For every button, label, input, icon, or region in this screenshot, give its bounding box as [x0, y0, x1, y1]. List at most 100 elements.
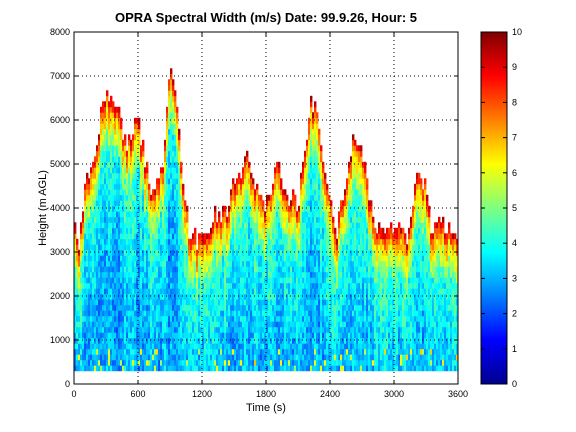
- heatmap-cell: [142, 293, 145, 300]
- heatmap-cell: [260, 288, 263, 295]
- heatmap-cell: [220, 271, 223, 278]
- heatmap-cell: [126, 194, 129, 201]
- heatmap-cell: [78, 266, 81, 273]
- heatmap-cell: [114, 293, 117, 300]
- heatmap-cell: [314, 139, 317, 146]
- heatmap-cell: [238, 238, 241, 245]
- heatmap-cell: [292, 189, 295, 196]
- heatmap-cell: [258, 277, 261, 284]
- heatmap-cell: [160, 304, 163, 311]
- heatmap-cell: [308, 359, 311, 366]
- heatmap-cell: [348, 288, 351, 295]
- heatmap-cell: [174, 359, 177, 366]
- heatmap-cell: [108, 112, 111, 119]
- heatmap-cell: [288, 343, 291, 350]
- heatmap-cell: [168, 233, 171, 240]
- heatmap-cell: [348, 343, 351, 350]
- heatmap-cell: [176, 172, 179, 179]
- heatmap-cell: [240, 233, 243, 240]
- heatmap-cell: [76, 337, 79, 344]
- heatmap-cell: [238, 205, 241, 212]
- heatmap-cell: [94, 183, 97, 190]
- heatmap-cell: [214, 365, 217, 372]
- heatmap-cell: [330, 354, 333, 361]
- heatmap-cell: [188, 238, 191, 245]
- heatmap-cell: [294, 277, 297, 284]
- heatmap-cell: [282, 222, 285, 229]
- heatmap-cell: [280, 277, 283, 284]
- heatmap-cell: [288, 365, 291, 372]
- heatmap-cell: [140, 178, 143, 185]
- heatmap-cell: [342, 288, 345, 295]
- heatmap-cell: [314, 266, 317, 273]
- heatmap-cell: [118, 238, 121, 245]
- heatmap-cell: [156, 288, 159, 295]
- heatmap-cell: [286, 244, 289, 251]
- heatmap-cell: [116, 249, 119, 256]
- heatmap-cell: [158, 315, 161, 322]
- heatmap-cell: [120, 145, 123, 152]
- heatmap-cell: [90, 332, 93, 339]
- heatmap-cell: [196, 332, 199, 339]
- heatmap-cell: [154, 315, 157, 322]
- heatmap-cell: [280, 299, 283, 306]
- heatmap-cell: [344, 365, 347, 372]
- heatmap-cell: [266, 260, 269, 267]
- heatmap-cell: [306, 326, 309, 333]
- heatmap-cell: [264, 310, 267, 317]
- heatmap-cell: [318, 332, 321, 339]
- heatmap-cell: [184, 216, 187, 223]
- heatmap-cell: [186, 354, 189, 361]
- heatmap-cell: [232, 211, 235, 218]
- heatmap-cell: [90, 310, 93, 317]
- heatmap-cell: [116, 178, 119, 185]
- heatmap-cell: [196, 343, 199, 350]
- heatmap-cell: [244, 343, 247, 350]
- heatmap-cell: [88, 178, 91, 185]
- heatmap-cell: [314, 150, 317, 157]
- heatmap-cell: [234, 205, 237, 212]
- heatmap-cell: [82, 266, 85, 273]
- heatmap-cell: [160, 299, 163, 306]
- heatmap-cell: [216, 244, 219, 251]
- heatmap-cell: [154, 293, 157, 300]
- heatmap-cell: [220, 260, 223, 267]
- heatmap-cell: [300, 211, 303, 218]
- heatmap-cell: [258, 354, 261, 361]
- heatmap-cell: [282, 189, 285, 196]
- heatmap-cell: [136, 348, 139, 355]
- heatmap-cell: [150, 205, 153, 212]
- heatmap-cell: [318, 139, 321, 146]
- heatmap-cell: [224, 233, 227, 240]
- heatmap-cell: [244, 255, 247, 262]
- heatmap-cell: [188, 321, 191, 328]
- heatmap-cell: [134, 255, 137, 262]
- heatmap-cell: [218, 211, 221, 218]
- heatmap-cell: [330, 260, 333, 267]
- heatmap-cell: [288, 304, 291, 311]
- heatmap-cell: [94, 222, 97, 229]
- heatmap-cell: [266, 304, 269, 311]
- heatmap-cell: [228, 321, 231, 328]
- heatmap-cell: [124, 249, 127, 256]
- heatmap-cell: [300, 227, 303, 234]
- heatmap-cell: [348, 172, 351, 179]
- heatmap-cell: [324, 222, 327, 229]
- heatmap-cell: [332, 244, 335, 251]
- heatmap-cell: [200, 337, 203, 344]
- heatmap-cell: [142, 321, 145, 328]
- heatmap-cell: [238, 326, 241, 333]
- heatmap-cell: [316, 293, 319, 300]
- heatmap-cell: [206, 348, 209, 355]
- heatmap-cell: [108, 227, 111, 234]
- heatmap-cell: [144, 277, 147, 284]
- heatmap-cell: [312, 310, 315, 317]
- heatmap-cell: [116, 321, 119, 328]
- heatmap-cell: [120, 266, 123, 273]
- heatmap-cell: [192, 365, 195, 372]
- heatmap-cell: [148, 348, 151, 355]
- heatmap-cell: [322, 348, 325, 355]
- heatmap-cell: [110, 365, 113, 372]
- heatmap-cell: [274, 227, 277, 234]
